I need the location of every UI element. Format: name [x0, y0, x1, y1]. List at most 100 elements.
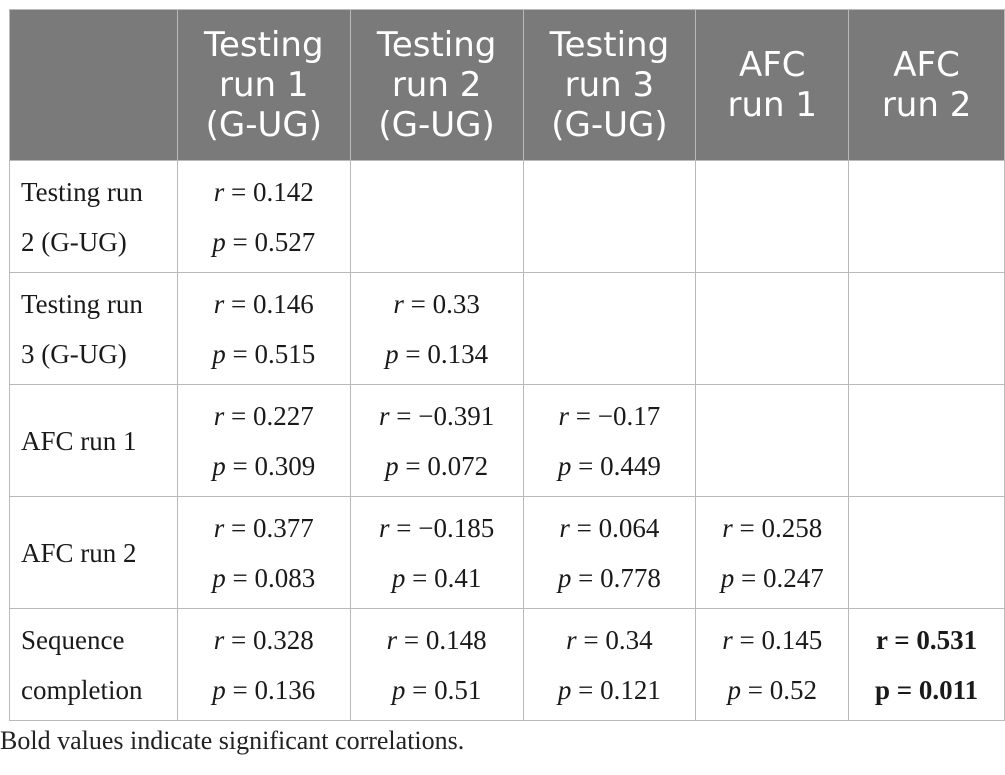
p-value: p = 0.121 [557, 674, 661, 705]
correlation-cell: r = 0.328 p = 0.136 [176, 608, 351, 721]
correlation-cell: r = 0.148 p = 0.51 [349, 608, 524, 721]
p-value-symbol: p [212, 450, 226, 481]
header-line: run 3 [564, 65, 655, 105]
r-value: r = 0.145 [722, 624, 823, 655]
r-value-number: 0.148 [425, 624, 487, 655]
empty-cell [349, 160, 524, 273]
correlation-cell: r = −0.185 p = 0.41 [349, 496, 524, 609]
r-value: r = 0.142 [213, 176, 314, 207]
r-value-number: 0.328 [253, 624, 314, 655]
correlation-cell: r = 0.377 p = 0.083 [176, 496, 351, 609]
p-value-number: 0.515 [254, 338, 316, 369]
table-row: Sequence completion r = 0.328 p = 0.136 r = … [9, 608, 1005, 721]
p-value-number: 0.449 [600, 450, 661, 481]
r-value-symbol: r [566, 624, 577, 655]
empty-cell [695, 160, 850, 273]
r-value-number: 0.227 [253, 400, 314, 431]
correlation-cell: r = 0.227 p = 0.309 [176, 384, 351, 497]
p-value: p = 0.083 [212, 562, 316, 593]
correlation-table: Testing run 1 (G-UG) Testing run 2 (G-UG… [9, 9, 1005, 721]
p-value-symbol: p [212, 674, 226, 705]
r-value-number: 0.146 [253, 288, 314, 319]
row-header-line: Testing run [21, 176, 143, 207]
header-line: Testing [376, 25, 497, 65]
r-value-number: 0.145 [761, 624, 823, 655]
r-value-symbol: r [378, 400, 390, 431]
column-header-afc-run-1: AFC run 1 [695, 9, 850, 161]
p-value-number: 0.41 [434, 562, 482, 593]
r-value-symbol: r [393, 288, 404, 319]
header-line: Testing [204, 25, 324, 65]
p-value-number: 0.527 [254, 226, 316, 257]
r-value-symbol: r [876, 624, 888, 655]
r-value-symbol: r [722, 624, 733, 655]
r-value: r = 0.148 [386, 624, 487, 655]
correlation-cell: r = 0.258 p = 0.247 [695, 496, 850, 609]
r-value-number: 0.33 [432, 288, 480, 319]
r-value-symbol: r [558, 400, 570, 431]
row-header: AFC run 1 [9, 384, 178, 497]
row-header-line: 3 (G-UG) [21, 338, 127, 369]
r-value: r = −0.185 [378, 512, 495, 543]
p-value-number: 0.778 [600, 562, 661, 593]
p-value: p = 0.51 [391, 674, 482, 705]
p-value: p = 0.449 [557, 450, 661, 481]
column-header-testing-run-1: Testing run 1 (G-UG) [176, 9, 351, 161]
r-value-symbol: r [213, 400, 225, 431]
r-value: r = −0.17 [558, 400, 661, 431]
empty-cell [695, 272, 850, 385]
empty-cell [848, 384, 1005, 497]
row-header: Testing run 3 (G-UG) [9, 272, 178, 385]
header-corner-cell [9, 9, 178, 161]
r-value-symbol: r [722, 512, 733, 543]
column-header-testing-run-2: Testing run 2 (G-UG) [349, 9, 524, 161]
r-value-symbol: r [213, 624, 225, 655]
p-value-symbol: p [212, 338, 226, 369]
r-value-symbol: r [386, 624, 398, 655]
p-value-number: 0.134 [427, 338, 489, 369]
column-header-testing-run-3: Testing run 3 (G-UG) [522, 9, 697, 161]
r-value-number: 0.064 [598, 512, 660, 543]
p-value-number: 0.121 [600, 674, 661, 705]
r-value: r = 0.34 [566, 624, 653, 655]
r-value-symbol: r [213, 288, 225, 319]
p-value-number: 0.136 [254, 674, 316, 705]
r-value-symbol: r [378, 512, 390, 543]
table-row: AFC run 2 r = 0.377 p = 0.083 r = −0.185 p =… [9, 496, 1005, 609]
row-header-line: AFC run 1 [21, 425, 137, 456]
p-value-symbol: p [212, 562, 226, 593]
p-value: p = 0.527 [212, 226, 316, 257]
p-value: p = 0.515 [212, 338, 316, 369]
p-value-symbol: p [385, 450, 399, 481]
header-line: (G-UG) [205, 105, 322, 145]
row-header-line: completion [21, 674, 143, 705]
row-header-line: Testing run [21, 288, 143, 319]
empty-cell [848, 496, 1005, 609]
p-value-symbol: p [720, 562, 735, 593]
r-value-symbol: r [213, 512, 225, 543]
empty-cell [848, 272, 1005, 385]
r-value: r = 0.146 [213, 288, 314, 319]
p-value-number: 0.072 [427, 450, 489, 481]
row-header: Sequence completion [9, 608, 178, 721]
r-value: r = 0.328 [213, 624, 314, 655]
table-row: Testing run 3 (G-UG) r = 0.146 p = 0.515 r =… [9, 272, 1005, 385]
table-footnote: Bold values indicate significant correla… [0, 726, 465, 755]
header-line: run 1 [219, 65, 309, 105]
r-value-symbol: r [559, 512, 570, 543]
p-value-symbol: p [385, 338, 399, 369]
empty-cell [522, 160, 697, 273]
correlation-cell: r = 0.34 p = 0.121 [522, 608, 697, 721]
r-value-symbol: r [213, 176, 225, 207]
r-value: r = 0.064 [559, 512, 660, 543]
correlation-cell: r = 0.146 p = 0.515 [176, 272, 351, 385]
p-value: p = 0.136 [212, 674, 316, 705]
p-value-number: 0.247 [762, 562, 824, 593]
header-line: run 1 [727, 85, 817, 125]
p-value-number: 0.52 [769, 674, 817, 705]
header-row: Testing run 1 (G-UG) Testing run 2 (G-UG… [9, 9, 1005, 161]
row-header: Testing run 2 (G-UG) [9, 160, 178, 273]
r-value-number: −0.391 [418, 400, 495, 431]
empty-cell [848, 160, 1005, 273]
r-value: r = 0.227 [213, 400, 314, 431]
